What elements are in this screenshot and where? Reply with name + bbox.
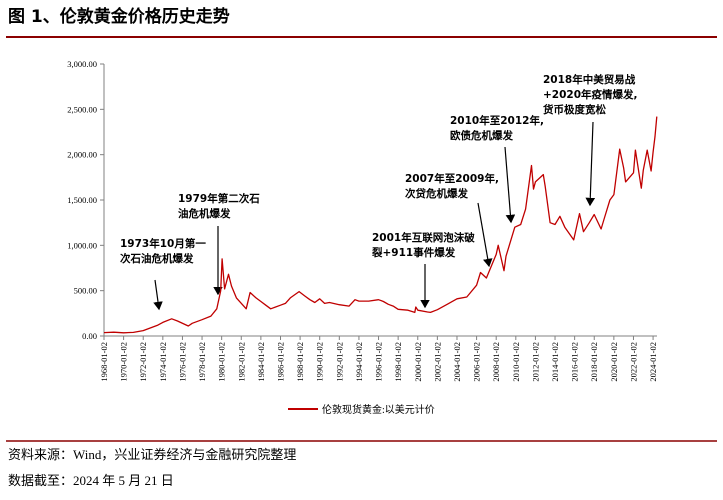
annotation: 裂+911事件爆发 bbox=[371, 246, 456, 259]
price-line bbox=[103, 116, 658, 334]
x-tick-label: 1968-01-02 bbox=[99, 342, 109, 382]
arrow bbox=[153, 279, 163, 311]
date-note: 数据截至：2024 年 5 月 21 日 bbox=[8, 473, 174, 488]
annotation: 2018年中美贸易战 bbox=[543, 73, 636, 86]
x-tick-label: 1986-01-02 bbox=[275, 342, 285, 382]
x-tick-label: 1982-01-02 bbox=[236, 342, 246, 382]
x-tick-label: 1980-01-02 bbox=[217, 342, 227, 382]
x-tick-label: 2016-01-02 bbox=[570, 342, 580, 382]
annotation: +2020年疫情爆发, bbox=[543, 88, 638, 101]
annotation: 1973年10月第一 bbox=[120, 237, 206, 250]
annotation: 2010年至2012年, bbox=[450, 114, 544, 127]
y-tick-label: 1,500.00 bbox=[67, 195, 97, 205]
x-tick-label: 2006-01-02 bbox=[472, 342, 482, 382]
x-tick-label: 1970-01-02 bbox=[119, 342, 129, 382]
annotation: 2001年互联网泡沫破 bbox=[372, 231, 475, 244]
x-tick-label: 2002-01-02 bbox=[432, 342, 442, 382]
x-tick-label: 2000-01-02 bbox=[413, 342, 423, 382]
x-tick-label: 1992-01-02 bbox=[334, 342, 344, 382]
arrow bbox=[477, 202, 493, 268]
source: 资料来源：Wind，兴业证券经济与金融研究院整理 bbox=[8, 447, 296, 462]
arrow bbox=[585, 121, 596, 207]
x-tick-label: 1994-01-02 bbox=[354, 342, 364, 382]
x-tick-label: 1978-01-02 bbox=[197, 342, 207, 382]
y-tick-label: 1,000.00 bbox=[67, 240, 97, 250]
y-tick-label: 2,500.00 bbox=[67, 104, 97, 114]
x-tick-label: 2022-01-02 bbox=[628, 342, 638, 382]
x-tick-label: 1972-01-02 bbox=[138, 342, 148, 382]
y-tick-label: 500.00 bbox=[74, 286, 97, 296]
x-tick-label: 1990-01-02 bbox=[315, 342, 325, 382]
annotation: 次贷危机爆发 bbox=[405, 187, 468, 200]
annotations: 1973年10月第一 次石油危机爆发 1979年第二次石 油危机爆发 2001年… bbox=[120, 73, 638, 311]
annotation: 1979年第二次石 bbox=[178, 192, 260, 205]
y-tick-label: 0.00 bbox=[82, 331, 97, 341]
annotation: 货币极度宽松 bbox=[542, 103, 606, 116]
legend-label: 伦敦现货黄金:以美元计价 bbox=[322, 403, 435, 416]
chart-title: 图 1、伦敦黄金价格历史走势 bbox=[8, 6, 230, 27]
annotation: 次石油危机爆发 bbox=[120, 252, 194, 265]
arrow bbox=[504, 146, 516, 224]
y-tick-label: 3,000.00 bbox=[67, 59, 97, 69]
annotation: 2007年至2009年, bbox=[405, 172, 499, 185]
x-tick-label: 2018-01-02 bbox=[589, 342, 599, 382]
x-tick-label: 2012-01-02 bbox=[530, 342, 540, 382]
annotation: 油危机爆发 bbox=[178, 207, 231, 220]
y-tick-label: 2,000.00 bbox=[67, 150, 97, 160]
x-tick-label: 1988-01-02 bbox=[295, 342, 305, 382]
x-tick-label: 1974-01-02 bbox=[158, 342, 168, 382]
x-tick-label: 2004-01-02 bbox=[452, 342, 462, 382]
x-tick-label: 2008-01-02 bbox=[491, 342, 501, 382]
x-tick-label: 1984-01-02 bbox=[256, 342, 266, 382]
x-tick-label: 2020-01-02 bbox=[609, 342, 619, 382]
x-tick-label: 2014-01-02 bbox=[550, 342, 560, 382]
x-tick-label: 1996-01-02 bbox=[374, 342, 384, 382]
annotation: 欧债危机爆发 bbox=[450, 129, 513, 142]
x-tick-label: 2010-01-02 bbox=[511, 342, 521, 382]
x-tick-label: 1976-01-02 bbox=[177, 342, 187, 382]
x-tick-label: 2024-01-02 bbox=[648, 342, 658, 382]
x-tick-label: 1998-01-02 bbox=[393, 342, 403, 382]
